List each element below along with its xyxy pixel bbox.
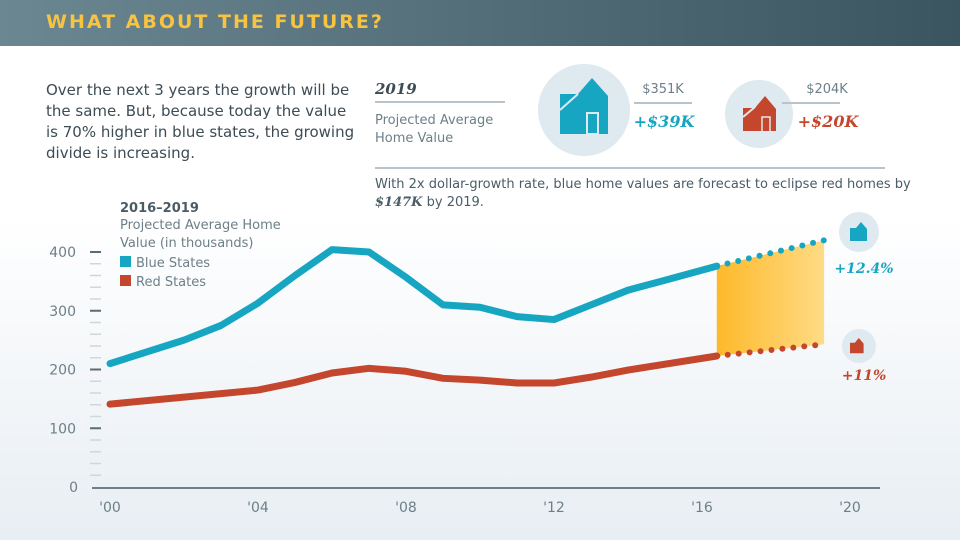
y-tick-label: 400 bbox=[49, 245, 76, 261]
page-title: WHAT ABOUT THE FUTURE? bbox=[46, 11, 384, 33]
blue-value: $351K bbox=[642, 82, 684, 97]
divider bbox=[375, 167, 885, 169]
blue-change-label: +12.4% bbox=[834, 261, 893, 277]
intro-text: Over the next 3 years the growth will be… bbox=[46, 81, 355, 162]
y-tick-label: 100 bbox=[49, 421, 76, 437]
blue-house-circle bbox=[538, 64, 630, 156]
chart-subtitle: Projected Average Home bbox=[120, 218, 281, 233]
note-highlight: $147K bbox=[375, 195, 423, 210]
y-tick-label: 0 bbox=[69, 480, 78, 496]
red-series-line bbox=[106, 352, 721, 408]
blue-change: +$39K bbox=[633, 112, 695, 131]
x-tick-label: '20 bbox=[839, 500, 861, 516]
divider bbox=[634, 102, 692, 104]
y-tick-label: 200 bbox=[49, 363, 76, 379]
red-change: +$20K bbox=[797, 112, 859, 131]
legend-swatch bbox=[120, 275, 131, 286]
summary-year: 2019 bbox=[375, 80, 417, 98]
red-projection-line bbox=[713, 341, 828, 359]
summary-label: Projected Average Home Value bbox=[375, 113, 494, 146]
x-tick-label: '12 bbox=[543, 500, 565, 516]
x-tick-label: '00 bbox=[99, 500, 121, 516]
house-icon bbox=[559, 78, 608, 135]
legend-swatch bbox=[120, 256, 131, 267]
legend-label: Red States bbox=[136, 275, 206, 290]
red-value: $204K bbox=[806, 82, 848, 97]
house-icon bbox=[742, 96, 776, 133]
x-tick-label: '08 bbox=[395, 500, 417, 516]
projection-gap-area bbox=[716, 240, 825, 356]
note-text: With 2x dollar-growth rate, blue home va… bbox=[375, 177, 911, 192]
red-change-label: +11% bbox=[842, 368, 887, 384]
divider bbox=[375, 101, 505, 103]
house-icon bbox=[850, 338, 864, 354]
x-tick-label: '04 bbox=[247, 500, 269, 516]
divider bbox=[782, 102, 840, 104]
red-house-circle bbox=[725, 80, 793, 148]
chart-title: 2016–2019 bbox=[120, 201, 199, 216]
blue-series-line bbox=[106, 246, 721, 368]
note-text: by 2019. bbox=[422, 195, 484, 210]
forecast-note: With 2x dollar-growth rate, blue home va… bbox=[375, 176, 960, 212]
header-bar: WHAT ABOUT THE FUTURE? bbox=[0, 0, 960, 46]
legend-label: Blue States bbox=[136, 256, 210, 271]
house-icon bbox=[850, 222, 867, 241]
blue-projection-line bbox=[713, 237, 828, 270]
x-tick-label: '16 bbox=[691, 500, 713, 516]
chart-subtitle: Value (in thousands) bbox=[120, 236, 254, 251]
y-tick-label: 300 bbox=[49, 304, 76, 320]
